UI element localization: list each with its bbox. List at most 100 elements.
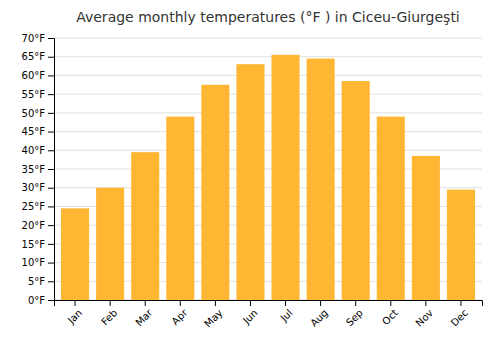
x-tick-mark — [285, 300, 286, 306]
x-tick: Sep — [344, 300, 365, 328]
y-tick-label: 25°F — [22, 201, 46, 212]
y-tick-mark — [48, 169, 54, 170]
y-tick: 50°F — [22, 108, 54, 119]
y-tick-label: 20°F — [22, 220, 46, 231]
y-tick: 5°F — [28, 276, 54, 287]
x-tick-label: Aug — [308, 307, 330, 329]
bar — [236, 64, 264, 300]
y-tick-label: 10°F — [22, 257, 46, 268]
y-tick-mark — [48, 38, 54, 39]
x-tick-mark — [250, 300, 251, 306]
grid-line — [54, 150, 482, 151]
bar — [131, 152, 159, 300]
x-tick: Apr — [169, 300, 190, 327]
y-tick: 70°F — [22, 33, 54, 44]
y-tick-mark — [48, 244, 54, 245]
bar — [447, 190, 475, 300]
x-axis: Jan Feb Mar Apr May Jun Jul Aug Sep Oct Nov Dec — [55, 300, 483, 329]
title: Average monthly temperatures (°F ) in Ci… — [76, 9, 460, 25]
y-tick-label: 65°F — [22, 51, 46, 62]
bar — [61, 208, 89, 300]
y-tick: 35°F — [22, 164, 54, 175]
x-tick: Jun — [240, 300, 260, 327]
y-tick-mark — [48, 57, 54, 58]
x-tick-mark — [425, 300, 426, 306]
y-tick: 10°F — [22, 257, 54, 268]
y-tick-mark — [48, 75, 54, 76]
y-tick-label: 70°F — [22, 33, 46, 44]
x-axis-line — [55, 301, 483, 307]
plot: 0°F 5°F 10°F 15°F 20°F 25°F 30°F 35°F 40°F 45°F 50… — [22, 33, 483, 330]
x-tick-mark — [320, 300, 321, 306]
x-tick: Feb — [99, 300, 119, 327]
x-tick-mark — [215, 300, 216, 306]
grid-line — [54, 131, 482, 132]
y-tick: 20°F — [22, 220, 54, 231]
y-tick-mark — [48, 225, 54, 226]
y-axis-line — [48, 39, 55, 301]
y-tick: 25°F — [22, 201, 54, 212]
x-tick-label: Mar — [133, 306, 155, 328]
y-tick: 60°F — [22, 70, 54, 81]
x-tick: Oct — [380, 300, 400, 327]
x-tick-mark — [75, 300, 76, 306]
x-tick-label: Sep — [344, 307, 365, 328]
bar — [307, 59, 335, 300]
x-tick-label: Jun — [240, 307, 260, 327]
y-tick-label: 50°F — [22, 108, 46, 119]
bar — [272, 55, 300, 300]
x-tick-mark — [145, 300, 146, 306]
y-tick-mark — [48, 94, 54, 95]
grid-line — [54, 38, 482, 39]
y-tick-label: 15°F — [22, 239, 46, 250]
x-tick-mark — [460, 300, 461, 306]
x-tick-label: Feb — [99, 307, 119, 327]
bar — [412, 156, 440, 300]
bar — [201, 85, 229, 300]
chart: 0°F 5°F 10°F 15°F 20°F 25°F 30°F 35°F 40°F 45°F 50… — [0, 0, 500, 350]
bar — [377, 117, 405, 300]
x-tick-label: May — [202, 307, 224, 329]
y-tick: 65°F — [22, 51, 54, 62]
y-tick-mark — [48, 132, 54, 133]
x-tick-mark — [110, 300, 111, 306]
bars — [61, 55, 475, 300]
y-tick-label: 60°F — [22, 70, 46, 81]
y-tick-mark — [48, 263, 54, 264]
y-tick-label: 40°F — [22, 145, 46, 156]
y-axis: 0°F 5°F 10°F 15°F 20°F 25°F 30°F 35°F 40°F 45°F 50… — [22, 33, 55, 306]
y-tick: 30°F — [22, 182, 54, 193]
y-tick: 40°F — [22, 145, 54, 156]
grid-line — [54, 112, 482, 113]
y-tick: 45°F — [22, 126, 54, 137]
bar — [166, 117, 194, 300]
x-tick-label: Oct — [380, 307, 400, 327]
y-tick-label: 30°F — [22, 182, 46, 193]
x-tick: Dec — [449, 300, 470, 329]
x-tick-label: Nov — [413, 307, 435, 329]
x-tick: May — [202, 300, 224, 329]
x-tick-mark — [390, 300, 391, 306]
y-tick: 0°F — [28, 295, 54, 306]
y-tick-mark — [48, 150, 54, 151]
y-tick-label: 45°F — [22, 126, 46, 137]
x-tick-label: Dec — [449, 307, 470, 328]
y-tick-label: 55°F — [22, 89, 46, 100]
y-tick-mark — [48, 188, 54, 189]
grid — [54, 38, 482, 300]
x-tick: Jan — [65, 300, 84, 326]
grid-line — [54, 94, 482, 95]
x-tick-label: Jan — [65, 307, 84, 326]
y-tick-label: 0°F — [28, 295, 45, 306]
y-tick-mark — [48, 206, 54, 207]
y-tick-label: 35°F — [22, 164, 46, 175]
x-tick-label: Jul — [278, 307, 295, 324]
bar — [96, 188, 124, 300]
y-tick: 55°F — [22, 89, 54, 100]
y-tick-mark — [48, 281, 54, 282]
x-tick: Jul — [278, 300, 295, 324]
x-tick: Nov — [413, 300, 435, 329]
x-tick: Aug — [308, 300, 330, 329]
x-tick-mark — [180, 300, 181, 306]
x-tick-mark — [355, 300, 356, 306]
